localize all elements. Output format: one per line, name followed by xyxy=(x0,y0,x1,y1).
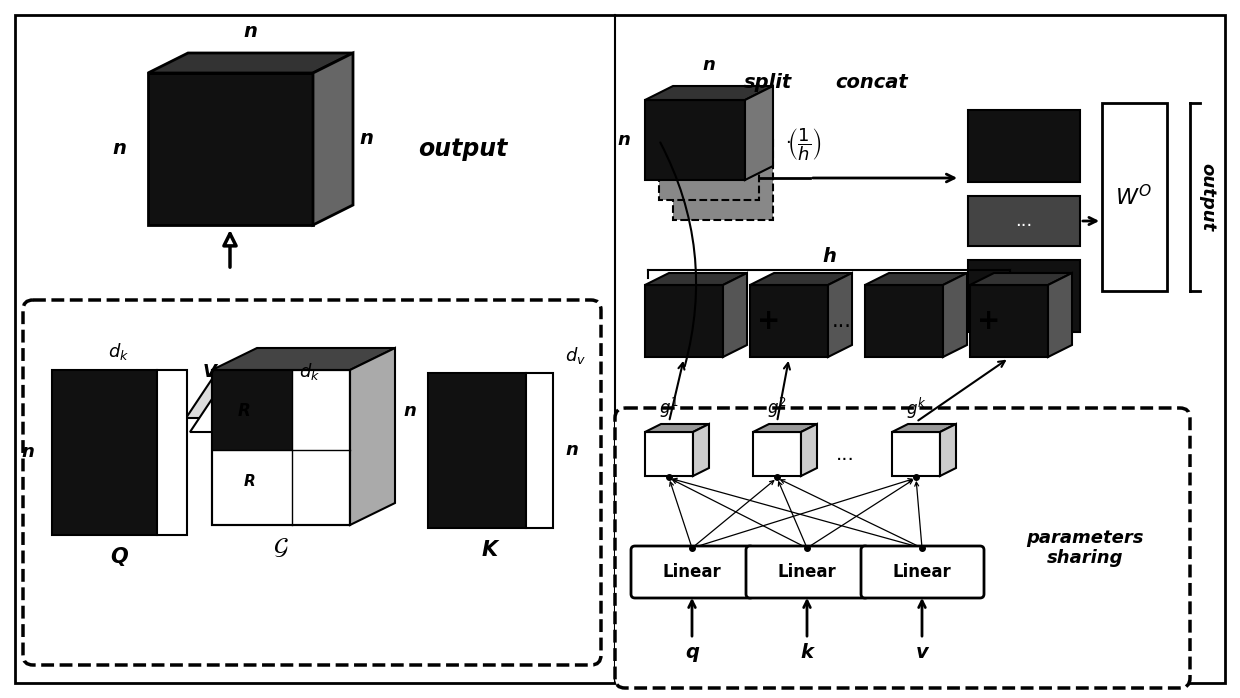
Polygon shape xyxy=(658,120,759,200)
Text: Linear: Linear xyxy=(662,563,722,581)
Polygon shape xyxy=(940,424,956,476)
FancyBboxPatch shape xyxy=(861,546,985,598)
Text: $\mathcal{G}$: $\mathcal{G}$ xyxy=(273,535,289,559)
FancyBboxPatch shape xyxy=(212,370,350,525)
Text: Linear: Linear xyxy=(777,563,836,581)
Polygon shape xyxy=(942,273,967,357)
Text: n: n xyxy=(112,140,126,158)
Text: output: output xyxy=(1198,163,1216,231)
FancyBboxPatch shape xyxy=(157,370,187,535)
Text: $\cdot\!\left(\dfrac{1}{h}\right)$: $\cdot\!\left(\dfrac{1}{h}\right)$ xyxy=(785,126,822,163)
FancyBboxPatch shape xyxy=(615,408,1190,688)
Polygon shape xyxy=(866,285,942,357)
Text: q: q xyxy=(684,642,699,662)
Polygon shape xyxy=(645,86,773,100)
Polygon shape xyxy=(277,390,393,432)
Polygon shape xyxy=(312,53,353,225)
FancyBboxPatch shape xyxy=(968,110,1080,182)
Text: $g^2$: $g^2$ xyxy=(768,396,787,420)
Text: parameters
sharing: parameters sharing xyxy=(1027,528,1143,567)
Polygon shape xyxy=(723,273,746,357)
FancyBboxPatch shape xyxy=(746,546,869,598)
Polygon shape xyxy=(750,285,828,357)
Text: n: n xyxy=(243,22,257,41)
Polygon shape xyxy=(186,376,389,418)
FancyBboxPatch shape xyxy=(631,546,754,598)
Text: ...: ... xyxy=(832,311,852,331)
Text: k: k xyxy=(801,642,813,662)
Text: $d_v$: $d_v$ xyxy=(565,345,587,366)
Text: R: R xyxy=(238,402,250,420)
Polygon shape xyxy=(970,285,1048,357)
Text: +: + xyxy=(756,307,780,335)
Text: n: n xyxy=(403,402,415,420)
Polygon shape xyxy=(673,140,773,220)
FancyBboxPatch shape xyxy=(212,370,291,450)
Polygon shape xyxy=(645,273,746,285)
Text: Q: Q xyxy=(110,547,128,567)
Text: output: output xyxy=(418,137,507,161)
FancyBboxPatch shape xyxy=(1102,103,1167,291)
Text: n: n xyxy=(703,56,715,74)
Text: concat: concat xyxy=(836,73,909,91)
FancyBboxPatch shape xyxy=(968,260,1080,332)
Polygon shape xyxy=(645,100,745,180)
Text: $g^1$: $g^1$ xyxy=(660,396,678,420)
Text: +: + xyxy=(977,307,1001,335)
Polygon shape xyxy=(645,424,709,432)
Text: $W^O$: $W^O$ xyxy=(1116,184,1152,209)
Polygon shape xyxy=(801,424,817,476)
Text: $d_k$: $d_k$ xyxy=(299,362,321,383)
FancyBboxPatch shape xyxy=(15,15,1225,683)
Polygon shape xyxy=(148,53,353,73)
FancyBboxPatch shape xyxy=(52,370,157,535)
Polygon shape xyxy=(892,432,940,476)
Polygon shape xyxy=(753,432,801,476)
Polygon shape xyxy=(745,86,773,180)
Polygon shape xyxy=(693,424,709,476)
Text: Linear: Linear xyxy=(893,563,951,581)
FancyBboxPatch shape xyxy=(968,196,1080,246)
Text: $d_k$: $d_k$ xyxy=(108,341,129,362)
Text: v: v xyxy=(915,642,929,662)
Polygon shape xyxy=(645,432,693,476)
Polygon shape xyxy=(750,273,852,285)
Text: n: n xyxy=(618,131,630,149)
Text: K: K xyxy=(482,540,498,560)
Polygon shape xyxy=(350,348,396,525)
Text: split: split xyxy=(744,73,792,91)
Text: n: n xyxy=(360,130,373,149)
Polygon shape xyxy=(212,348,396,370)
Text: n: n xyxy=(565,441,578,459)
Text: $g^k$: $g^k$ xyxy=(905,395,926,421)
Polygon shape xyxy=(866,273,967,285)
FancyBboxPatch shape xyxy=(526,373,553,528)
Text: ...: ... xyxy=(1016,212,1033,230)
Polygon shape xyxy=(892,424,956,432)
Polygon shape xyxy=(645,285,723,357)
Text: V: V xyxy=(203,363,217,381)
FancyBboxPatch shape xyxy=(428,373,526,528)
FancyBboxPatch shape xyxy=(24,300,601,665)
Text: h: h xyxy=(822,246,836,265)
Text: n: n xyxy=(21,443,33,461)
Polygon shape xyxy=(1048,273,1073,357)
Polygon shape xyxy=(828,273,852,357)
Text: R: R xyxy=(244,473,255,489)
Polygon shape xyxy=(190,390,305,432)
Polygon shape xyxy=(753,424,817,432)
Polygon shape xyxy=(148,73,312,225)
Polygon shape xyxy=(970,273,1073,285)
Text: ...: ... xyxy=(836,445,854,463)
